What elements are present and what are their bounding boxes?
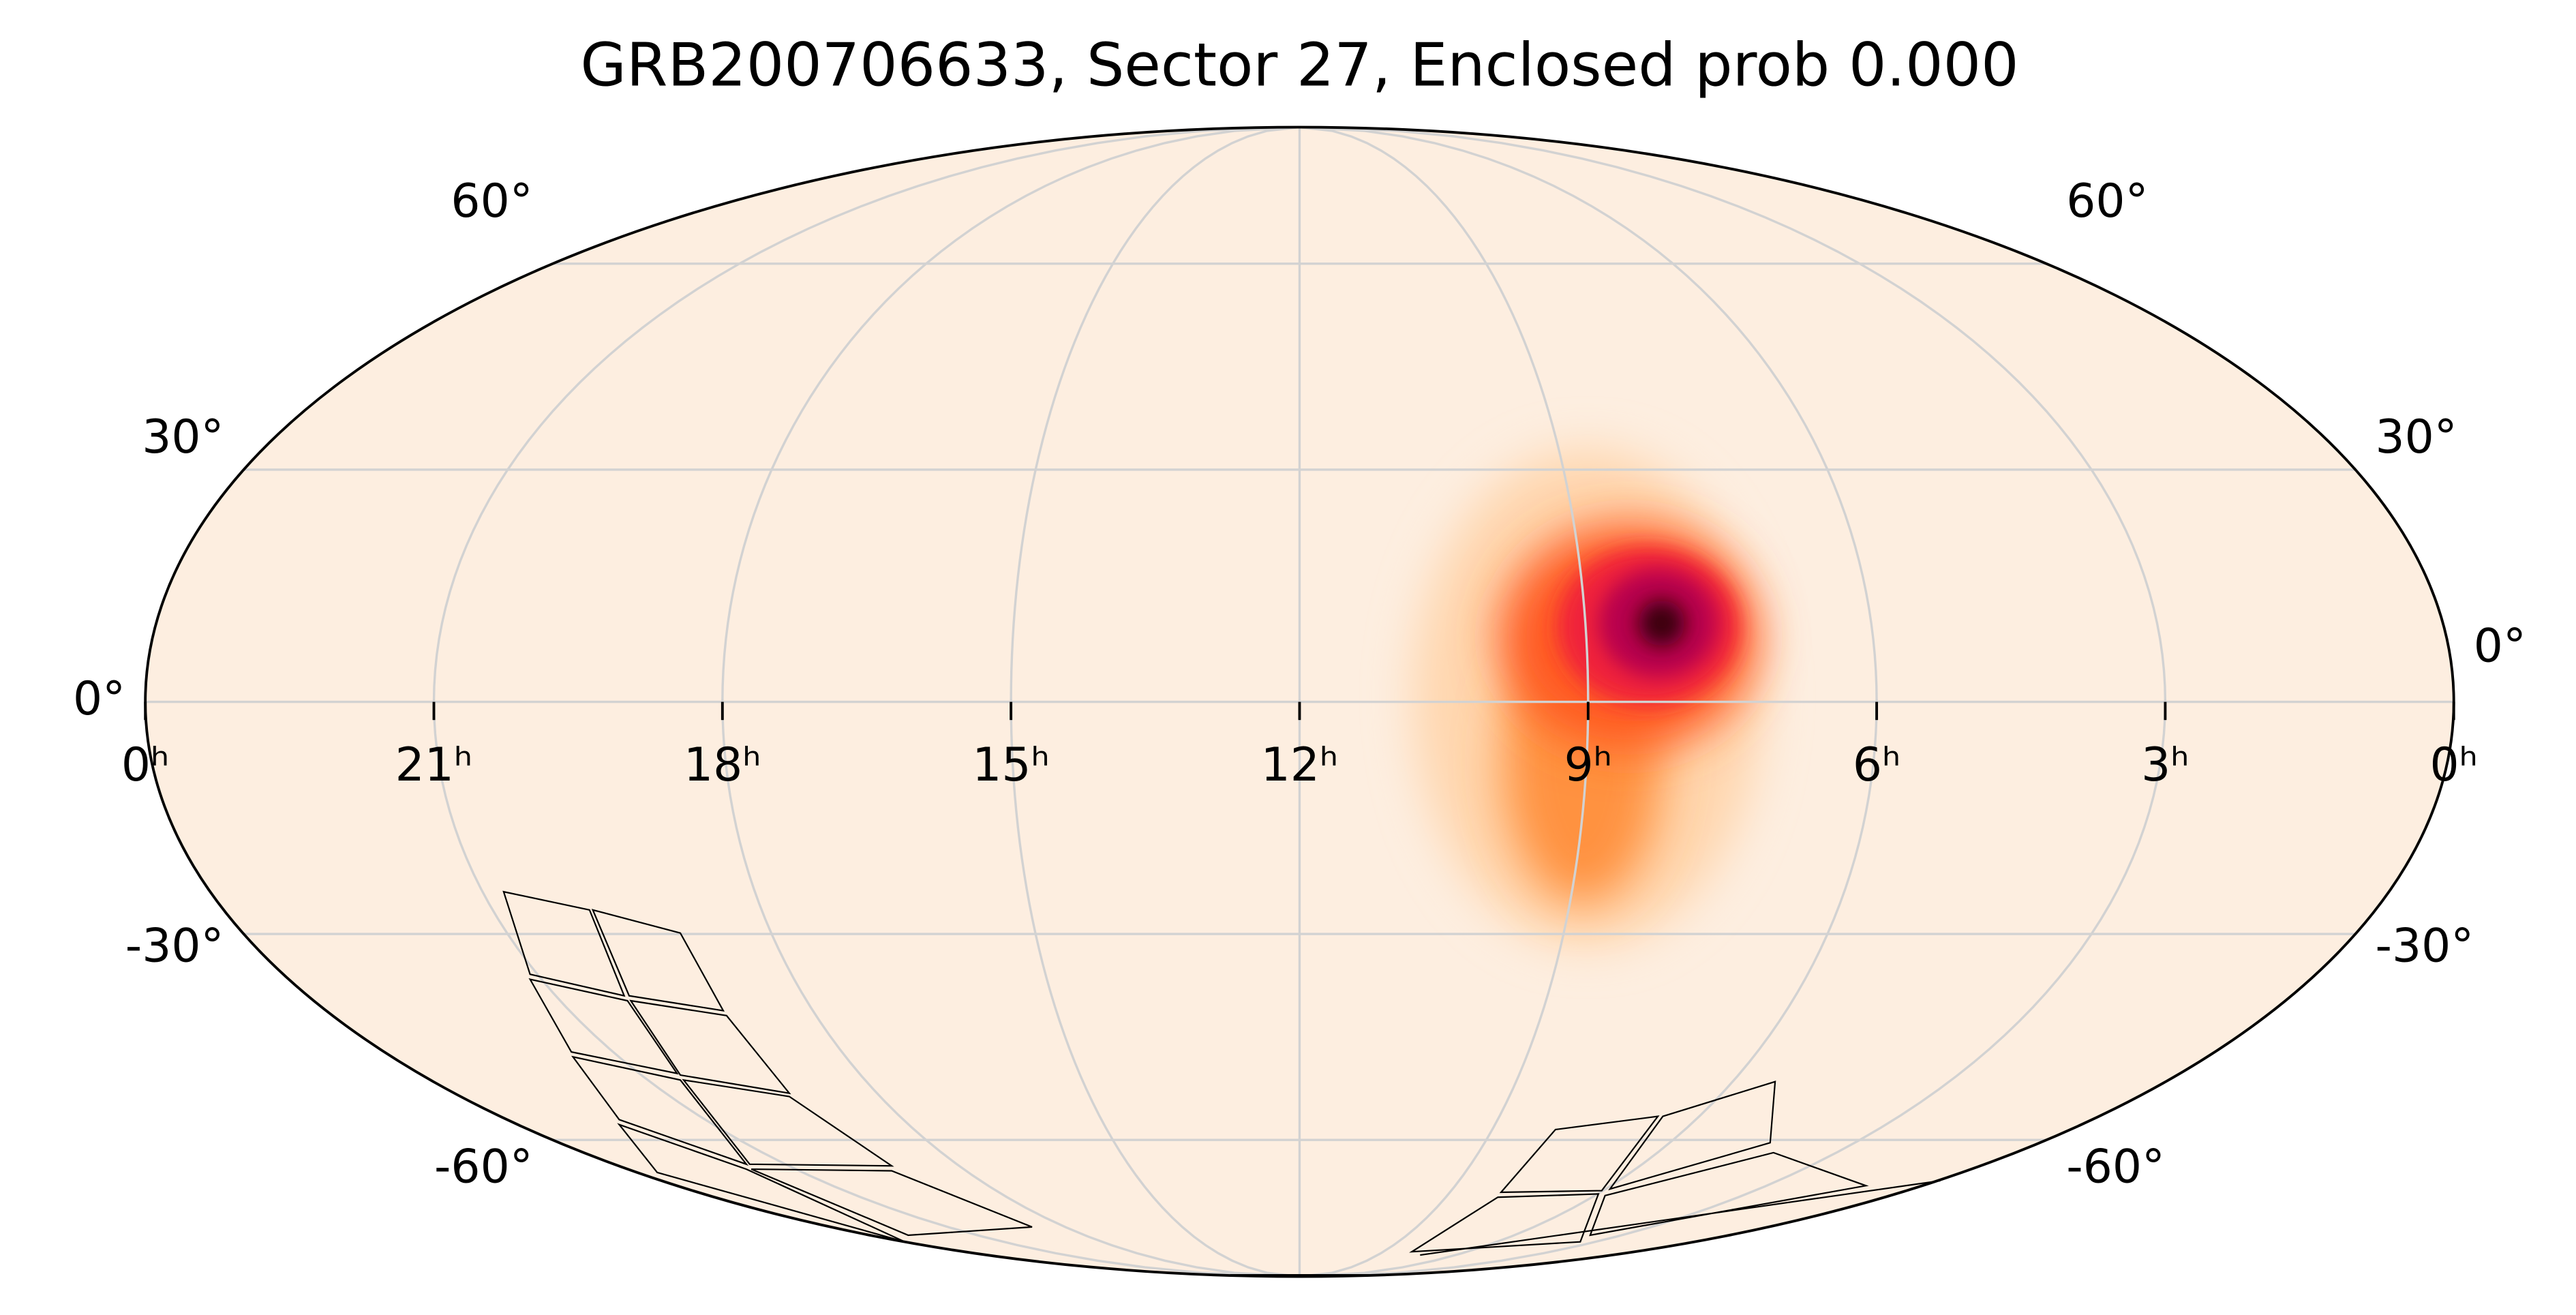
x-tick-label: 3ʰ bbox=[2141, 738, 2189, 791]
sky-boundary bbox=[144, 125, 2455, 1278]
y-tick-label-left: -30° bbox=[125, 918, 224, 972]
y-tick-label-left: 30° bbox=[142, 410, 224, 464]
y-tick-label-left: 0° bbox=[73, 671, 125, 725]
y-tick-label-left: -60° bbox=[434, 1139, 533, 1193]
x-tick-label: 9ʰ bbox=[1564, 738, 1612, 791]
y-tick-label-right: 0° bbox=[2474, 619, 2526, 673]
y-tick-label-right: 60° bbox=[2066, 174, 2148, 228]
y-tick-label-right: -30° bbox=[2375, 918, 2474, 972]
footprint bbox=[1230, 1080, 1941, 1276]
sector-footprints bbox=[502, 890, 1941, 1276]
prob-core bbox=[1638, 600, 1685, 647]
x-tick-label: 0ʰ bbox=[2429, 738, 2478, 791]
x-tick-label: 6ʰ bbox=[1853, 738, 1901, 791]
x-tick-label: 12ʰ bbox=[1261, 738, 1339, 791]
y-tick-label-left: 60° bbox=[451, 174, 532, 228]
chart-title: GRB200706633, Sector 27, Enclosed prob 0… bbox=[580, 31, 2018, 100]
x-tick-label: 15ʰ bbox=[972, 738, 1050, 791]
y-tick-label-right: 30° bbox=[2375, 410, 2457, 464]
x-tick-label: 21ʰ bbox=[395, 738, 473, 791]
ticks: 0ʰ 21ʰ 18ʰ 15ʰ 12ʰ 9ʰ 6ʰ 3ʰ 0ʰ 60° 60° 30° 30° 0° 0° -3… bbox=[73, 174, 2526, 1193]
grid bbox=[145, 127, 2454, 1277]
x-tick-label: 18ʰ bbox=[684, 738, 761, 791]
y-tick-label-right: -60° bbox=[2066, 1139, 2165, 1193]
x-tick-label: 0ʰ bbox=[121, 738, 170, 791]
